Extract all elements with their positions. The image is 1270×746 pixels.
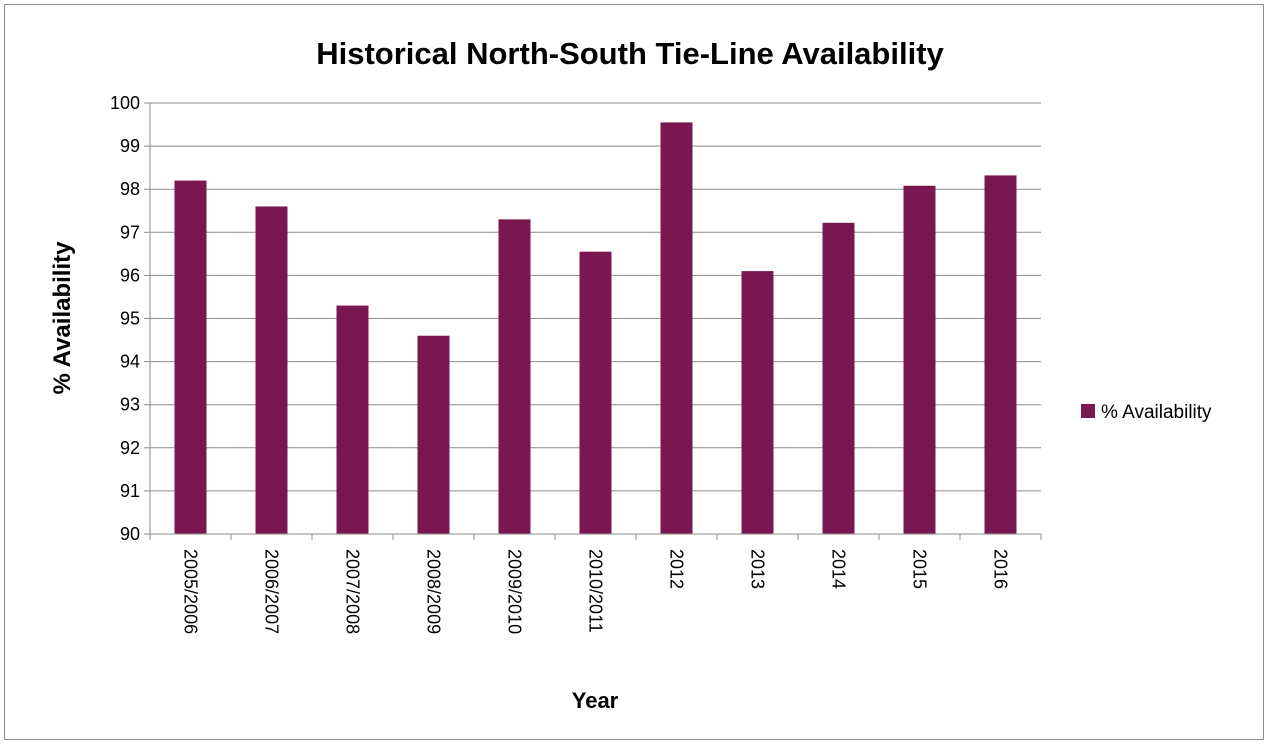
legend: % Availability (1081, 402, 1212, 423)
y-tick-label: 96 (120, 265, 140, 285)
x-tick-label: 2009/2010 (505, 549, 525, 634)
y-tick-label: 93 (120, 395, 140, 415)
bar (579, 251, 612, 534)
y-tick-label: 91 (120, 481, 140, 501)
bar (984, 175, 1017, 534)
bar (822, 222, 855, 534)
x-tick-labels: 2005/2006 2006/2007 2007/2008 2008/2009 2009… (181, 549, 1011, 634)
x-tick-label: 2007/2008 (343, 549, 363, 634)
y-axis-title: % Availability (49, 241, 76, 395)
bars (174, 122, 1017, 535)
y-tick-label: 95 (120, 309, 140, 329)
x-tick-label: 2015 (910, 549, 930, 589)
x-tick-label: 2012 (667, 549, 687, 589)
bar (174, 180, 207, 534)
y-tick-labels: 90 91 92 93 94 95 96 97 98 99 100 (110, 93, 140, 544)
x-tick-label: 2006/2007 (262, 549, 282, 634)
bar (336, 305, 369, 534)
x-tick-label: 2010/2011 (586, 549, 606, 633)
x-tick-label: 2008/2009 (424, 549, 444, 634)
y-tick-label: 99 (120, 136, 140, 156)
x-tick-label: 2016 (991, 549, 1011, 589)
legend-swatch (1081, 404, 1095, 418)
bar (498, 219, 531, 534)
bar (660, 122, 693, 535)
x-tick-label: 2014 (829, 549, 849, 589)
chart-frame (4, 4, 1264, 740)
bar (741, 271, 774, 534)
y-tick-label: 100 (110, 93, 140, 113)
legend-label: % Availability (1101, 402, 1212, 423)
y-tick-label: 97 (120, 222, 140, 242)
bar (417, 335, 450, 534)
y-tick-label: 92 (120, 438, 140, 458)
bar (255, 206, 288, 534)
y-tick-label: 98 (120, 179, 140, 199)
y-tick-label: 90 (120, 524, 140, 544)
bar (903, 185, 936, 534)
x-axis-title: Year (572, 688, 619, 713)
x-tick-label: 2005/2006 (181, 549, 201, 634)
chart-title: Historical North-South Tie-Line Availabi… (316, 36, 944, 71)
x-tick-label: 2013 (748, 549, 768, 589)
y-tick-label: 94 (120, 352, 140, 372)
